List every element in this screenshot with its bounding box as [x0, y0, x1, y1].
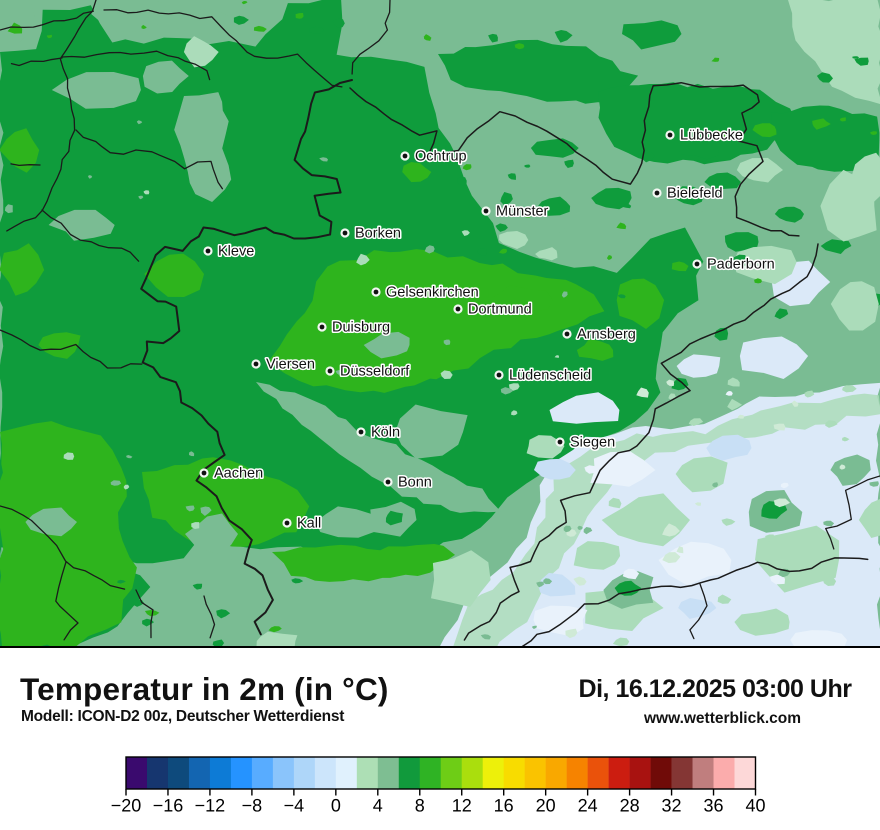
svg-text:Kall: Kall — [297, 516, 321, 532]
svg-text:32: 32 — [662, 796, 682, 816]
svg-text:Kleve: Kleve — [218, 244, 254, 260]
svg-text:24: 24 — [578, 796, 598, 816]
svg-text:Aachen: Aachen — [214, 466, 263, 482]
svg-text:Dortmund: Dortmund — [468, 302, 532, 318]
svg-text:Siegen: Siegen — [570, 435, 615, 451]
svg-text:−12: −12 — [195, 796, 226, 816]
svg-text:Lübbecke: Lübbecke — [680, 128, 743, 144]
svg-text:Duisburg: Duisburg — [332, 320, 390, 336]
svg-text:Arnsberg: Arnsberg — [577, 327, 636, 343]
svg-text:8: 8 — [415, 796, 425, 816]
svg-text:Ochtrup: Ochtrup — [415, 149, 467, 165]
svg-text:12: 12 — [452, 796, 472, 816]
svg-text:Lüdenscheid: Lüdenscheid — [509, 368, 591, 384]
svg-text:28: 28 — [620, 796, 640, 816]
svg-text:−8: −8 — [242, 796, 263, 816]
svg-text:Bonn: Bonn — [398, 475, 432, 491]
svg-text:Düsseldorf: Düsseldorf — [340, 364, 410, 380]
svg-text:Köln: Köln — [371, 425, 400, 441]
svg-text:Gelsenkirchen: Gelsenkirchen — [386, 285, 479, 301]
svg-text:40: 40 — [745, 796, 765, 816]
svg-text:20: 20 — [536, 796, 556, 816]
svg-text:Bielefeld: Bielefeld — [667, 186, 723, 202]
svg-text:−4: −4 — [284, 796, 305, 816]
svg-text:Borken: Borken — [355, 226, 401, 242]
svg-text:Viersen: Viersen — [266, 357, 315, 373]
svg-text:4: 4 — [373, 796, 383, 816]
svg-text:−20: −20 — [111, 796, 142, 816]
svg-text:Münster: Münster — [496, 204, 549, 220]
svg-text:16: 16 — [494, 796, 514, 816]
svg-text:36: 36 — [704, 796, 724, 816]
svg-text:−16: −16 — [153, 796, 184, 816]
svg-text:0: 0 — [331, 796, 341, 816]
svg-text:Paderborn: Paderborn — [707, 257, 775, 273]
